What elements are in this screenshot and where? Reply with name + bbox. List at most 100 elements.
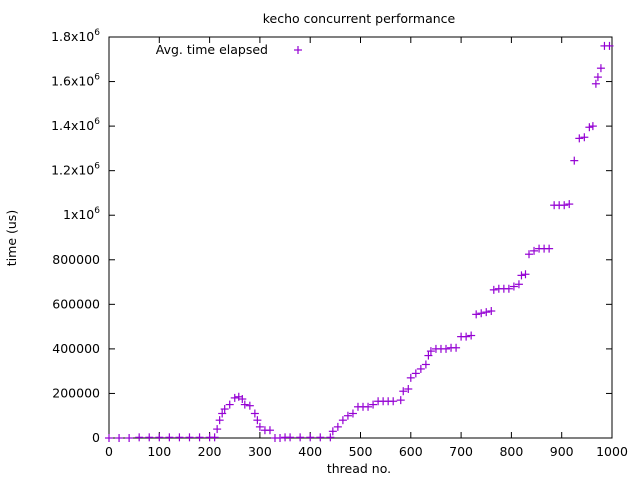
data-point: [396, 396, 405, 405]
x-tick-label: 500: [349, 444, 373, 459]
data-point: [521, 270, 530, 279]
x-tick-label: 800: [499, 444, 523, 459]
data-points: [105, 41, 614, 442]
data-point: [452, 343, 461, 352]
data-point: [296, 433, 305, 442]
data-point: [399, 387, 408, 396]
data-point: [442, 344, 451, 353]
x-tick-label: 400: [298, 444, 322, 459]
data-point: [504, 284, 513, 293]
data-point: [596, 64, 605, 73]
data-point: [545, 244, 554, 253]
data-point: [525, 250, 534, 259]
data-point: [328, 427, 337, 436]
data-point: [426, 347, 435, 356]
x-axis: 0 100 200 300 400 500 600 700 800 900 1000: [105, 37, 628, 459]
legend-label: Avg. time elapsed: [156, 42, 268, 57]
y-tick-label: 800000: [52, 252, 100, 267]
x-tick-label: 700: [449, 444, 473, 459]
plot-frame: [108, 36, 613, 439]
legend-marker: [294, 46, 302, 54]
data-point: [482, 308, 491, 317]
data-point: [369, 400, 378, 409]
data-point: [348, 409, 357, 418]
data-point: [333, 422, 342, 431]
y-tick-label: 0: [92, 430, 100, 445]
x-tick-label: 300: [248, 444, 272, 459]
data-point: [343, 411, 352, 420]
y-tick-label: 1.8x106: [51, 28, 100, 44]
y-tick-label: 200000: [52, 385, 100, 400]
data-point: [467, 331, 476, 340]
y-axis: 0 200000 400000 600000 800000 1x106 1.2x106 1.4…: [51, 28, 612, 445]
data-point: [509, 282, 518, 291]
data-point: [210, 433, 219, 442]
data-point: [225, 400, 234, 409]
data-point: [591, 79, 600, 88]
x-tick-label: 0: [105, 444, 113, 459]
data-point: [588, 122, 597, 131]
data-point: [245, 401, 254, 410]
data-point: [477, 309, 486, 318]
data-point: [125, 434, 134, 442]
data-point: [560, 201, 569, 210]
y-axis-label: time (us): [4, 210, 19, 266]
data-point: [215, 416, 224, 425]
data-point: [135, 433, 144, 442]
y-tick-label: 1x106: [63, 206, 100, 222]
data-point: [286, 433, 295, 442]
data-point: [570, 156, 579, 165]
data-point: [605, 41, 614, 50]
data-point: [575, 134, 584, 143]
data-point: [213, 425, 222, 434]
x-tick-label: 1000: [596, 444, 628, 459]
data-point: [424, 351, 433, 360]
data-point: [218, 409, 227, 418]
data-point: [411, 369, 420, 378]
data-point: [230, 393, 239, 402]
data-point: [517, 271, 526, 280]
legend-marker-plus: [294, 46, 302, 54]
data-point: [326, 433, 335, 442]
data-point: [462, 332, 471, 341]
data-point: [404, 384, 413, 393]
y-tick-label: 600000: [52, 296, 100, 311]
data-point: [421, 360, 430, 369]
data-point: [165, 433, 174, 442]
data-point: [220, 405, 229, 414]
chart-title: kecho concurrent performance: [263, 11, 456, 26]
data-point: [115, 434, 124, 442]
data-point: [593, 73, 602, 82]
data-point: [238, 395, 247, 404]
data-point: [565, 200, 574, 209]
legend: Avg. time elapsed: [156, 42, 302, 57]
data-point: [416, 364, 425, 373]
data-point: [316, 433, 325, 442]
data-point: [580, 133, 589, 142]
data-point: [364, 402, 373, 411]
x-tick-label: 600: [399, 444, 423, 459]
x-tick-label: 900: [550, 444, 574, 459]
data-point: [306, 433, 315, 442]
data-point: [253, 416, 262, 425]
y-tick-label: 1.4x106: [51, 117, 100, 133]
data-point: [389, 397, 398, 406]
data-point: [514, 280, 523, 289]
data-point: [585, 123, 594, 132]
data-point: [250, 409, 259, 418]
data-point: [338, 416, 347, 425]
data-point: [487, 307, 496, 316]
y-tick-label: 1.6x106: [51, 73, 100, 89]
y-tick-label: 400000: [52, 341, 100, 356]
data-point: [255, 422, 264, 431]
y-tick-label: 1.2x106: [51, 162, 100, 178]
data-point: [406, 373, 415, 382]
data-point: [276, 434, 285, 442]
x-tick-label: 100: [147, 444, 171, 459]
data-point: [489, 285, 498, 294]
data-point: [265, 426, 274, 435]
data-point: [530, 246, 539, 255]
x-axis-label: thread no.: [327, 461, 391, 476]
data-point: [155, 433, 164, 442]
